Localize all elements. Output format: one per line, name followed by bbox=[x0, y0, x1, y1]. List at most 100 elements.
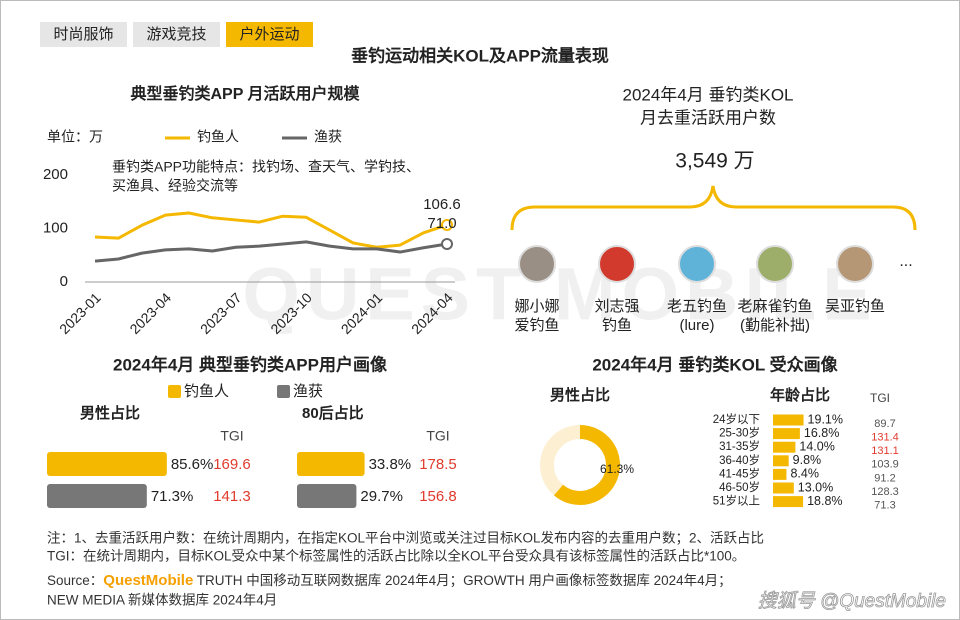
more: ... bbox=[899, 253, 912, 270]
category-label: 36-40岁 bbox=[719, 453, 760, 467]
data-label: 71.0 bbox=[427, 215, 456, 232]
tgi-value: 91.2 bbox=[874, 472, 895, 484]
subchart-title: 年龄占比 bbox=[770, 386, 830, 404]
data-label: 18.8% bbox=[807, 494, 842, 508]
unit-label: 单位：万 bbox=[47, 129, 103, 145]
tgi-header: TGI bbox=[426, 428, 449, 444]
source: Source：QuestMobile TRUTH 中国移动互联网数据库 2024… bbox=[47, 572, 732, 589]
category-label: 31-35岁 bbox=[719, 439, 760, 453]
data-label: 106.6 bbox=[423, 196, 461, 213]
tab-bg bbox=[133, 22, 220, 47]
tab[interactable]: 游戏竞技 bbox=[146, 25, 206, 43]
data-label: 9.8% bbox=[793, 453, 822, 467]
tgi-value: 71.3 bbox=[874, 500, 895, 512]
subchart-title: 男性占比 bbox=[550, 386, 610, 404]
kol-name[interactable]: (勤能补拙) bbox=[740, 317, 810, 334]
avatar bbox=[678, 245, 716, 283]
avatar bbox=[836, 245, 874, 283]
data-label: 14.0% bbox=[799, 439, 834, 453]
kol-name[interactable]: 老麻雀钓鱼 bbox=[737, 297, 812, 315]
legend-label: 渔获 bbox=[293, 383, 323, 400]
kol-name[interactable]: 吴亚钓鱼 bbox=[825, 297, 885, 315]
bar bbox=[297, 452, 365, 476]
bar bbox=[773, 455, 789, 467]
y-tick-label: 200 bbox=[43, 166, 68, 183]
bar bbox=[47, 452, 167, 476]
source-prefix: Source： bbox=[47, 573, 103, 588]
main-title: 垂钓运动相关KOL及APP流量表现 bbox=[351, 45, 609, 65]
tgi-value: 178.5 bbox=[419, 456, 457, 473]
tab[interactable]: 时尚服饰 bbox=[53, 26, 113, 43]
source-rest: TRUTH 中国移动互联网数据库 2024年4月；GROWTH 用户画像标签数据… bbox=[193, 572, 731, 589]
kol-name[interactable]: 娜小娜 bbox=[514, 298, 559, 315]
end-marker bbox=[441, 218, 453, 231]
avatar bbox=[598, 245, 636, 283]
tgi-header: TGI bbox=[870, 391, 890, 405]
kol-name[interactable]: 老五钓鱼 bbox=[667, 297, 727, 315]
note: TGI：在统计周期内，目标KOL受众中某个标签属性的活跃占比除以全KOL平台受众… bbox=[47, 548, 745, 564]
category-label: 46-50岁 bbox=[719, 480, 760, 494]
brace bbox=[510, 185, 917, 231]
bar bbox=[773, 414, 804, 426]
note: 注：1、去重活跃用户数：在统计周期内，在指定KOL平台中浏览或关注过目标KOL发… bbox=[47, 530, 764, 547]
credit: 搜狐号 @QuestMobile bbox=[758, 591, 946, 612]
legend-label: 钓鱼人 bbox=[197, 129, 239, 145]
bar bbox=[773, 468, 787, 480]
tgi-value: 131.4 bbox=[871, 432, 899, 444]
kol-title: 月去重活跃用户数 bbox=[640, 108, 776, 127]
kol-total: 3,549 万 bbox=[675, 150, 754, 173]
series-line bbox=[94, 211, 448, 249]
tgi-value: 89.7 bbox=[874, 418, 895, 430]
data-label: 16.8% bbox=[804, 426, 839, 440]
data-label: 19.1% bbox=[808, 412, 843, 426]
category-label: 51岁以上 bbox=[713, 494, 760, 508]
tgi-value: 141.3 bbox=[213, 488, 251, 505]
kol-name[interactable]: (lure) bbox=[679, 317, 714, 334]
category-label: 25-30岁 bbox=[719, 426, 760, 440]
data-label: 71.3% bbox=[151, 488, 194, 505]
kol-title: 2024年4月 垂钓类KOL bbox=[622, 85, 793, 104]
tgi-value: 128.3 bbox=[871, 486, 899, 498]
data-label: 33.8% bbox=[369, 456, 412, 473]
section-title: 2024年4月 垂钓类KOL 受众画像 bbox=[592, 354, 838, 374]
tgi-value: 169.6 bbox=[213, 456, 251, 473]
bar bbox=[47, 484, 147, 508]
data-label: 13.0% bbox=[798, 480, 833, 494]
data-label: 8.4% bbox=[790, 467, 819, 481]
data-label: 85.6% bbox=[171, 456, 214, 473]
tab-bg bbox=[226, 22, 313, 47]
kol-name[interactable]: 刘志强 bbox=[594, 298, 639, 315]
data-label: 61.3% bbox=[600, 462, 634, 476]
avatar bbox=[756, 245, 794, 283]
legend-swatch bbox=[277, 385, 290, 398]
tgi-header: TGI bbox=[220, 428, 243, 444]
data-label: 29.7% bbox=[360, 488, 403, 505]
y-tick-label: 100 bbox=[43, 219, 68, 236]
legend-swatch bbox=[168, 385, 181, 398]
tab[interactable]: 户外运动 bbox=[239, 26, 299, 43]
tgi-value: 131.1 bbox=[871, 445, 899, 457]
kol-name[interactable]: 钓鱼 bbox=[602, 316, 632, 334]
subchart-title: 80后占比 bbox=[302, 404, 364, 422]
tgi-value: 156.8 bbox=[419, 488, 457, 505]
annotation: 买渔具、经验交流等 bbox=[112, 178, 238, 194]
legend-label: 钓鱼人 bbox=[184, 382, 229, 400]
subchart-title: 男性占比 bbox=[80, 404, 140, 422]
source: NEW MEDIA 新媒体数据库 2024年4月 bbox=[47, 593, 277, 608]
bar bbox=[297, 484, 357, 508]
y-tick-label: 0 bbox=[60, 273, 68, 290]
category-label: 24岁以下 bbox=[713, 412, 760, 426]
end-marker bbox=[441, 238, 453, 251]
kol-name[interactable]: 爱钓鱼 bbox=[514, 316, 559, 334]
category-label: 41-45岁 bbox=[719, 466, 760, 480]
bar bbox=[773, 441, 796, 453]
avatar bbox=[518, 245, 556, 283]
tgi-value: 103.9 bbox=[871, 459, 899, 471]
tab-bg bbox=[40, 22, 127, 47]
bar bbox=[773, 496, 804, 508]
annotation: 垂钓类APP功能特点：找钓场、查天气、学钓技、 bbox=[112, 159, 420, 175]
donut-slice bbox=[553, 425, 620, 505]
bar bbox=[773, 428, 800, 440]
